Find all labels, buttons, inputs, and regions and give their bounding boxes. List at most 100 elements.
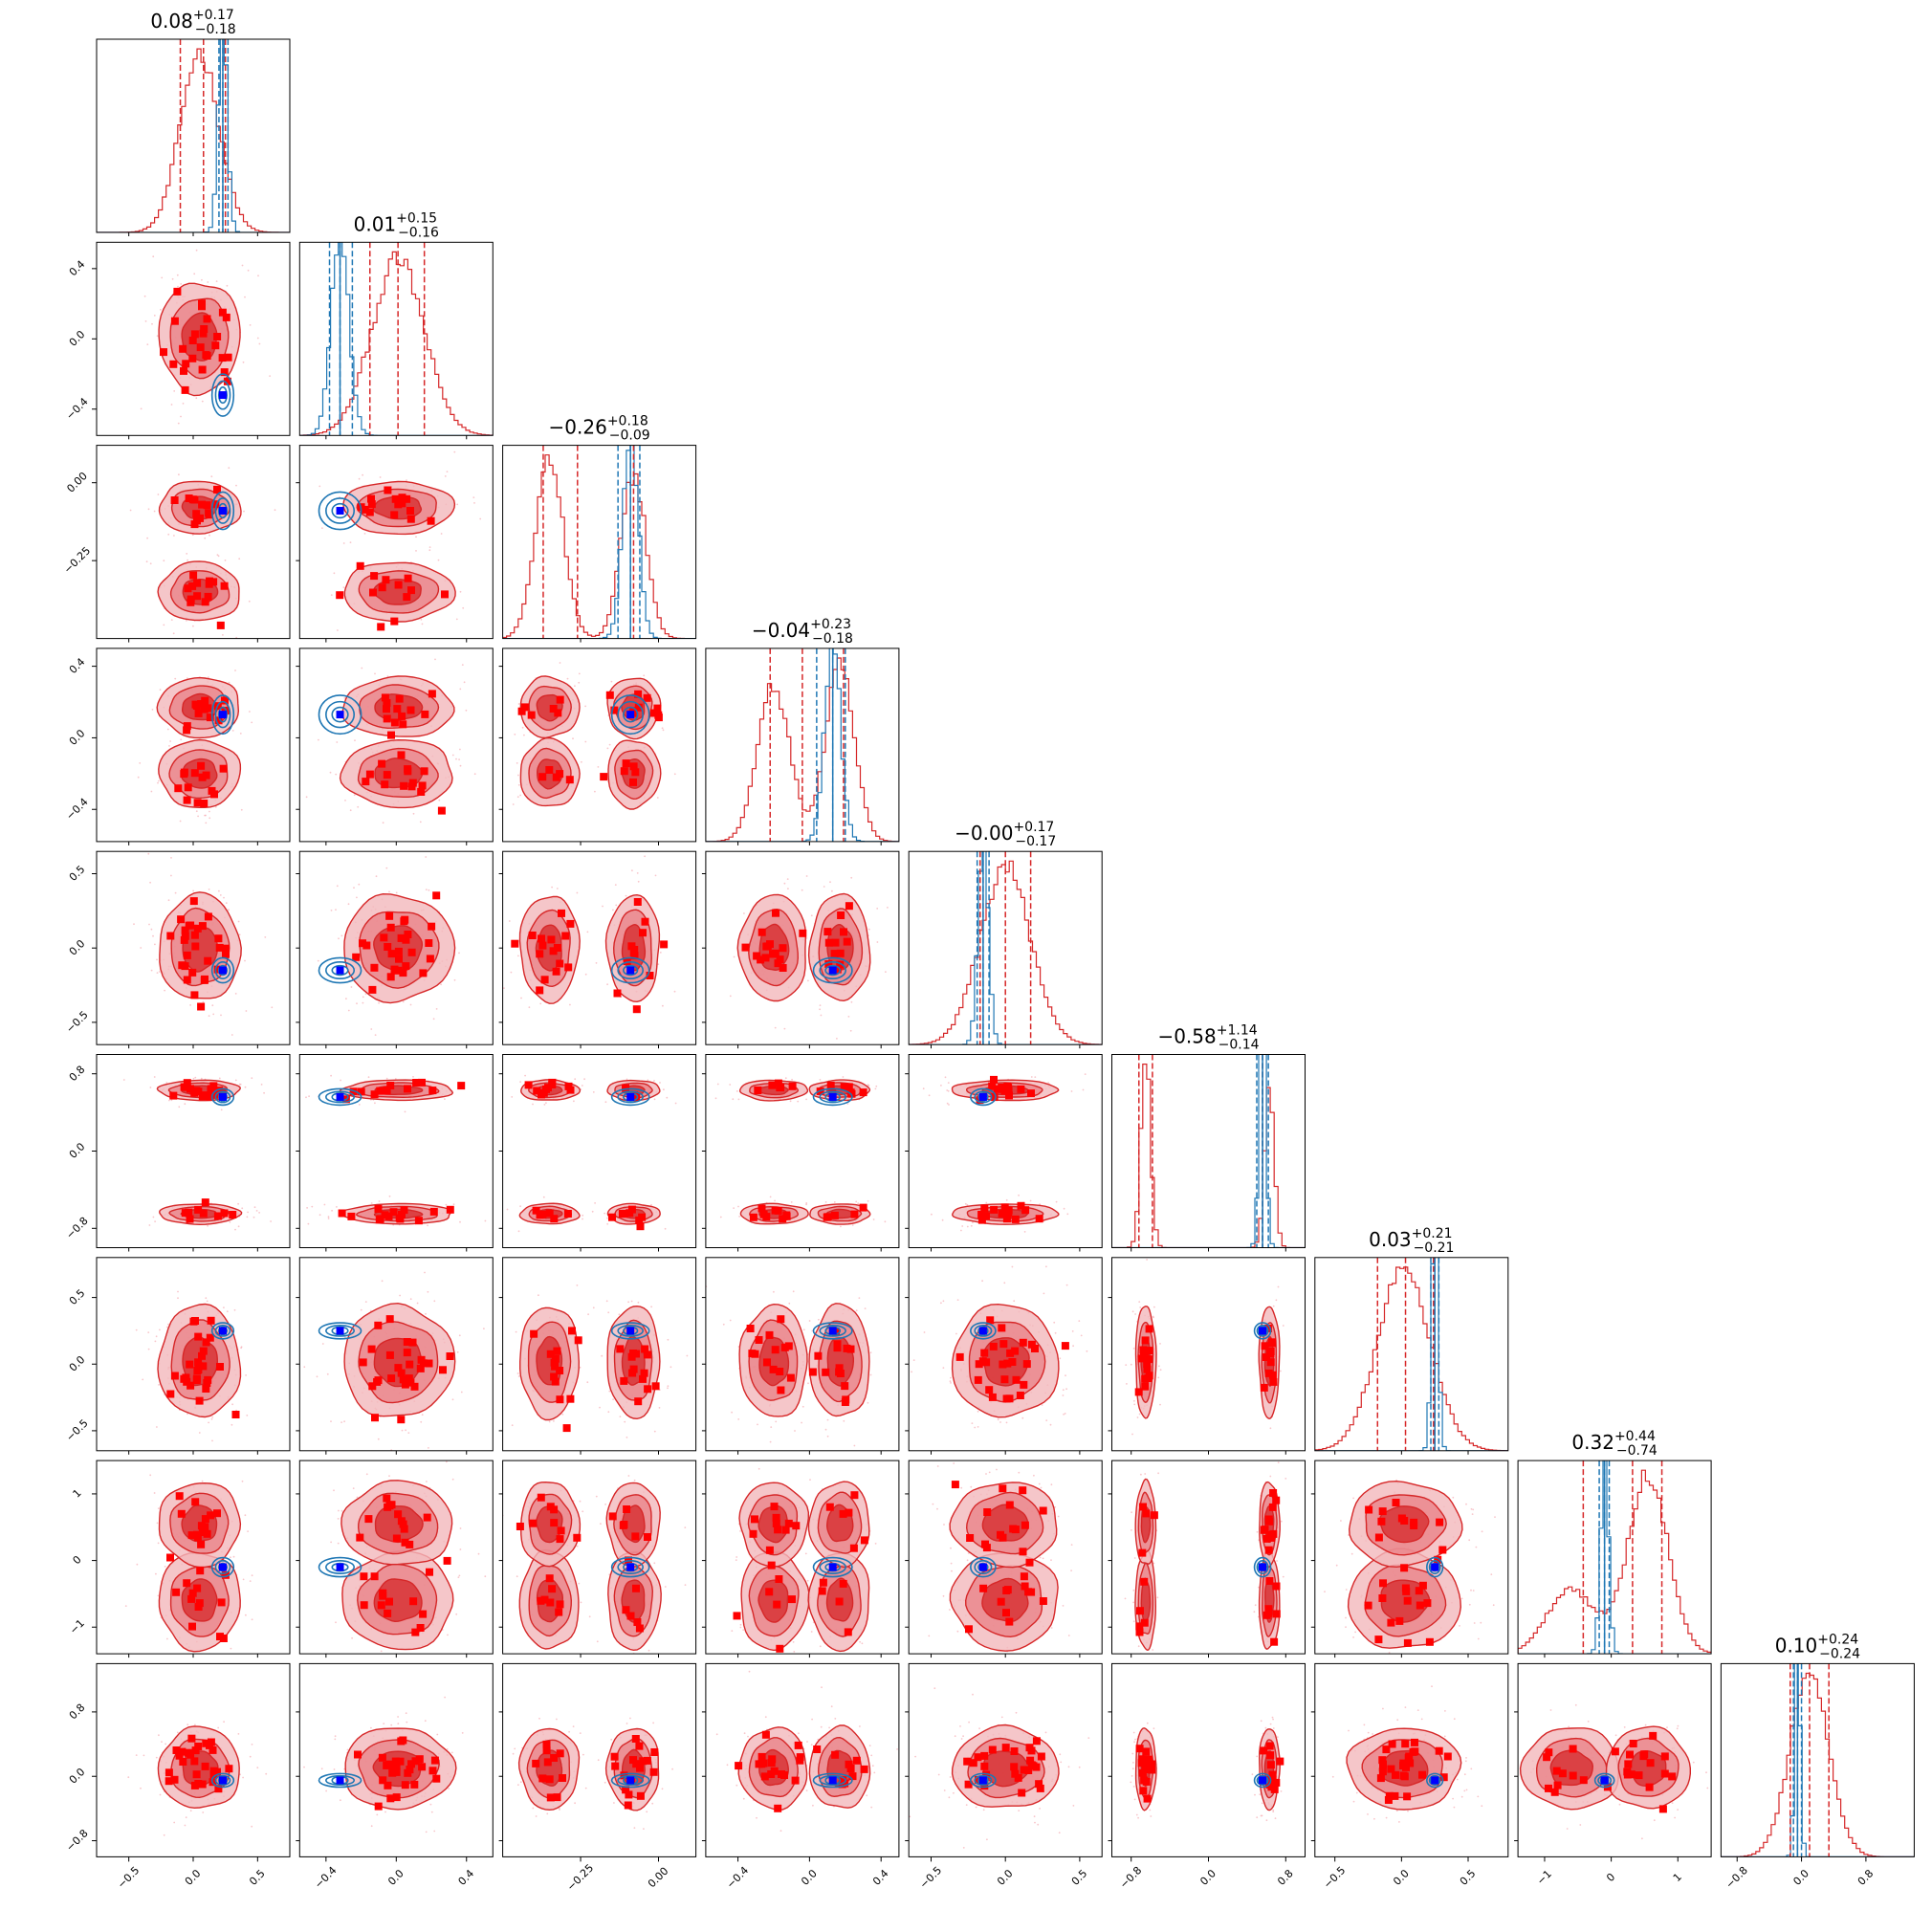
sample-point [415,536,417,538]
sample-point [783,882,786,885]
scatter-panel-5-1 [298,1054,494,1248]
sample-point [166,728,169,731]
marker-square [196,1567,205,1575]
sample-point [824,1428,827,1431]
sample-point [885,971,887,973]
histogram-panel-7: 0.32+0.44 −0.74 [1517,1429,1712,1655]
sample-point [1269,1427,1272,1430]
truth-marker [828,966,837,975]
sample-point [437,559,440,561]
sample-point [241,1207,244,1210]
marker-square [211,500,220,509]
histogram-a-5 [1111,1064,1306,1248]
marker-square [772,1513,780,1522]
sample-point [122,1079,125,1081]
sample-point [944,1076,947,1079]
scatter-plot-area-3-0 [137,670,253,824]
marker-square [818,1587,826,1595]
sample-point [807,1382,809,1385]
marker-square [556,1367,564,1374]
marker-square [400,781,408,790]
sample-point [648,1649,650,1652]
marker-square [548,1585,557,1593]
sample-point [606,1217,608,1219]
marker-square [839,1509,847,1518]
marker-square [565,776,574,784]
sample-point [520,997,522,999]
marker-square [773,1600,781,1609]
sample-point [432,1018,435,1021]
sample-point [869,1373,872,1376]
marker-square [215,943,224,952]
sample-point [179,820,182,823]
marker-square [446,1205,454,1214]
marker-square [741,943,750,952]
sample-point [335,773,338,776]
sample-point [792,1290,795,1293]
sample-point [519,1205,521,1208]
title-plus: +0.23 [810,617,851,632]
sample-point [336,741,339,743]
sample-point [147,1348,150,1350]
sample-point [451,1478,454,1481]
marker-square [394,1510,403,1519]
marker-square [749,1529,757,1538]
sample-point [140,407,143,410]
marker-square [188,337,197,344]
sample-point [604,1504,606,1505]
marker-square [643,1350,651,1359]
sample-point [943,1524,945,1526]
marker-square [197,1540,206,1548]
sample-point [1021,1416,1024,1419]
sample-point [333,1489,335,1492]
contour-b-level-0 [318,1087,362,1107]
sample-point [794,1430,796,1432]
marker-square [192,1374,201,1383]
marker-square [192,510,201,518]
histogram-title-3: −0.04+0.23 −0.18 [752,617,853,647]
sample-point [421,623,424,626]
sample-point [142,1378,144,1381]
sample-point [950,1382,952,1384]
marker-square [998,1324,1006,1332]
histogram-a-6 [1314,1266,1508,1451]
scatter-panel-7-3 [705,1460,900,1655]
sample-point [595,1495,598,1498]
marker-square [187,598,195,606]
sample-point [205,1297,208,1300]
sample-point [180,738,183,741]
sample-point [351,1636,353,1639]
title-plus: +0.17 [1013,820,1054,835]
marker-square [378,583,386,592]
marker-square [380,933,388,942]
sample-point [1042,1557,1044,1560]
marker-square [640,1369,648,1377]
marker-square [619,1521,627,1529]
sample-point [354,739,356,741]
histogram-plot-area-5 [1111,1054,1306,1248]
marker-square [419,969,428,977]
sample-point [172,632,175,635]
truth-marker [218,1563,227,1571]
sample-point [1082,1088,1085,1091]
marker-square [181,926,189,934]
marker-square [196,514,204,522]
marker-square [213,1212,222,1220]
sample-point [135,1328,138,1331]
scatter-panel-7-0: −101 [67,1460,291,1655]
marker-square [556,1600,564,1609]
scatter-frame-3-2 [502,648,697,843]
sample-point [656,797,659,799]
sample-point [769,1440,772,1443]
sample-point [657,963,660,966]
marker-square [1027,1340,1036,1349]
marker-square [402,962,410,971]
marker-square [198,299,206,308]
marker-square [203,352,211,360]
marker-square [221,944,230,953]
sample-point [170,1099,173,1102]
marker-square [542,1085,550,1093]
sample-point [150,969,153,972]
marker-square [1137,1354,1146,1363]
sample-point [644,855,646,858]
